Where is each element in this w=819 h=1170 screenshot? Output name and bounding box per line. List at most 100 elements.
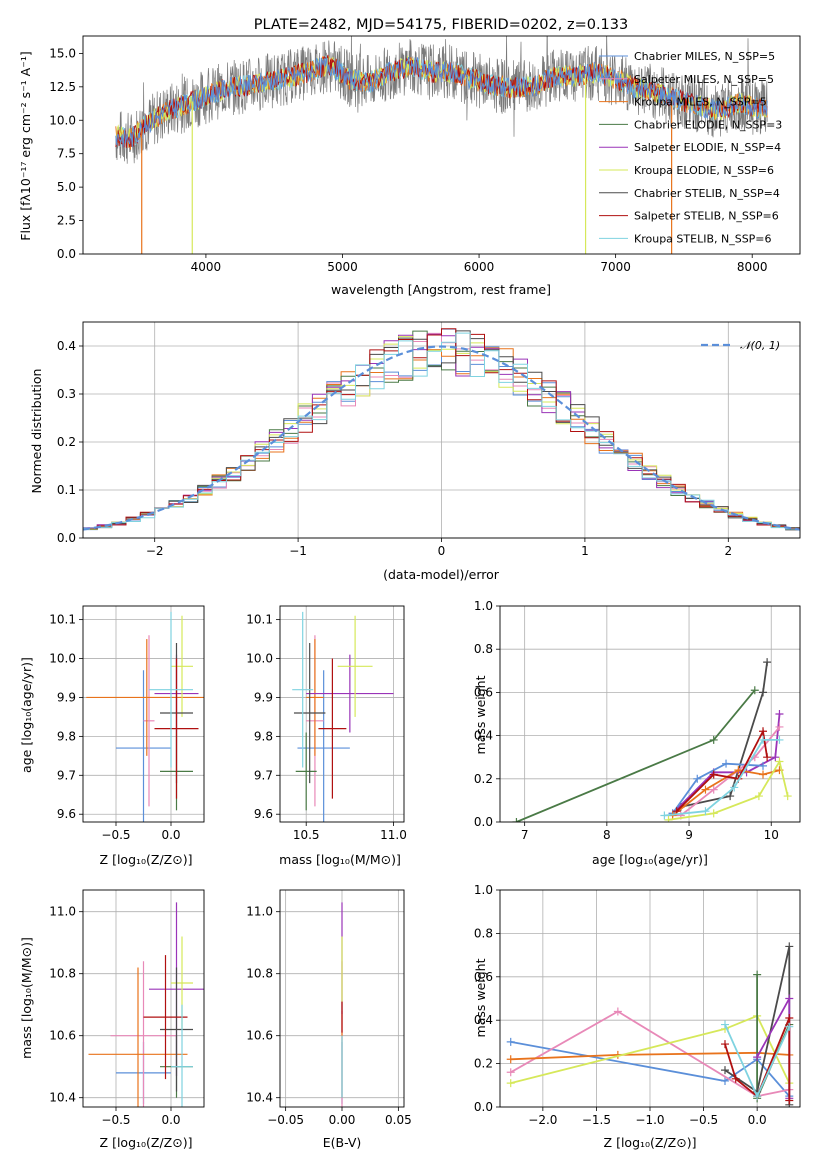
chart_4-ytick-label: 0.4 [474,729,493,743]
weight-age-marker-kroupa_miles [734,766,743,775]
spectrum-title: PLATE=2482, MJD=54175, FIBERID=0202, z=0… [254,17,628,33]
chart_1-xtick-label: 2 [724,544,732,558]
weight-z-marker-chabrier_miles [721,1076,729,1085]
clip4-content [512,658,792,822]
weight-z-plot-area: −2.0 −1.5 −1.0 −0.5 0.0 0.0 0.2 0.4 0.6 0.8 1.0 [474,883,801,1127]
mass-vs-ebv-panel: E(B-V) −0.05 0.00 0.05 10.4 10.6 10.8 11.0 [246,889,412,1150]
weight-z-marker-chabrier_stelib [721,1066,729,1075]
clip2-content [86,611,204,822]
weight-age-line-chabrier_stelib [680,662,768,808]
weight-age-marker-kroupa_elodie [664,815,673,822]
chart_7-xtick-label: −0.5 [689,1113,718,1127]
spectrum-ylabel: Flux [fλ10⁻¹⁷ erg cm⁻² s⁻¹ A⁻¹] [18,51,33,240]
chart_1-ytick-label: 0.4 [57,339,76,353]
spectrum-plot-area: 4000 5000 6000 7000 8000 0.0 2.5 5.0 7.5 10.0 12.5… [49,35,801,274]
weight-age-marker-kroupa_miles [701,785,710,794]
chart_6-xtick-label: −0.05 [267,1113,304,1127]
chart_2-ytick-label: 9.9 [57,690,76,704]
weight-z-marker-kroupa_elodie [506,1079,515,1088]
weight-age-marker-kroupa_miles [759,770,768,779]
chart_7-ytick-label: 0.8 [474,926,493,940]
legend-label-kroupa_miles: Kroupa MILES, N_SSP=5 [634,96,767,109]
weight-age-marker-chabrier_miles [693,774,702,783]
legend-gauss-label: 𝒩(0, 1) [740,339,780,352]
chart_5-xtick-label: −0.5 [101,1113,130,1127]
chart_7-xtick-label: −1.0 [635,1113,664,1127]
residual-plot-area: −2 −1 0 1 2 0.0 0.1 0.2 0.3 0.4 𝒩(0, 1) [57,321,801,558]
chart_3-ytick-label: 9.7 [254,768,273,782]
weight-z-marker-kroupa_stelib [721,1020,729,1029]
weight-z-marker-chabrier_stelib [785,942,794,951]
chart_7-ytick-label: 1.0 [474,883,493,897]
age-mass-frame [279,605,405,823]
clip7-content [506,942,794,1107]
weight-z-line-kroupa_miles [510,1051,790,1061]
residual-ylabel: Normed distribution [29,369,44,494]
weight-z-marker-kroupa_stelib [785,1022,794,1031]
spectrum-xlabel: wavelength [Angstrom, rest frame] [331,282,551,297]
chart_1-xtick-label: 0 [438,544,446,558]
residual-frame [82,321,801,539]
legend-label-salpeter_miles: Salpeter MILES, N_SSP=5 [634,73,774,86]
chart_6-ytick-label: 11.0 [246,905,273,919]
weight-z-marker-salpeter_miles [506,1068,515,1077]
chart_6-ytick-label: 10.4 [246,1091,273,1105]
weight-age-marker-chabrier_elodie [709,735,718,744]
chart_2-xtick-label: 0.0 [161,828,180,842]
mass-ebv-frame [279,889,405,1108]
clip3-content [292,611,394,822]
weight-age-marker-chabrier_elodie [750,686,759,695]
legend-label-kroupa_stelib: Kroupa STELIB, N_SSP=6 [634,232,772,245]
chart_0-ytick-label: 7.5 [57,147,76,161]
chart_4-xtick-label: 9 [685,828,693,842]
weight-vs-z-panel: Z [log₁₀(Z/Z⊙)] mass weight −2.0 −1.5 −1.0… [473,883,801,1150]
weight-age-marker-salpeter_stelib [709,770,718,779]
weight-age-marker-salpeter_miles [709,785,718,794]
weight-z-marker-kroupa_miles [506,1055,515,1064]
age-vs-mass-panel: mass [log₁₀(M/M⊙)] 10.5 11.09.69.79.89.91… [246,605,407,867]
chart_4-ytick-label: 0.2 [474,772,493,786]
chart_6-ytick-label: 10.8 [246,967,273,981]
chart_2-xtick-label: −0.5 [101,828,130,842]
legend-label-chabrier_stelib: Chabrier STELIB, N_SSP=4 [634,187,780,200]
weight-z-marker-salpeter_stelib [721,1040,729,1049]
clip5-content [88,902,204,1107]
weight-age-ylabel: mass weight [473,675,488,754]
chart_3-ytick-label: 10.1 [246,613,273,627]
weight-age-marker-salpeter_stelib [763,753,772,762]
weight-z-marker-salpeter_elodie [753,1053,762,1062]
chart_4-ytick-label: 0.0 [474,815,493,829]
clip1-content [83,328,800,533]
weight-age-marker-kroupa_stelib [730,783,739,792]
weight-age-marker-chabrier_miles [759,761,768,770]
age-mass-plot-area: 10.5 11.0 9.6 9.7 9.8 9.9 10.0 10.1 [246,605,407,842]
mass-z-frame [82,889,205,1108]
chart_2-ytick-label: 9.8 [57,729,76,743]
weight-z-line-chabrier_miles [510,1041,790,1097]
chart_1-ytick-label: 0.2 [57,435,76,449]
mass-ebv-xlabel: E(B-V) [323,1135,362,1150]
weight-age-marker-kroupa_stelib [660,811,669,820]
chart_3-ytick-label: 9.8 [254,729,273,743]
legend-label-chabrier_elodie: Chabrier ELODIE, N_SSP=3 [634,118,782,131]
weight-age-marker-kroupa_elodie [775,757,784,766]
weight-vs-age-panel: age [log₁₀(age/yr)] mass weight 7 8 9 10 0.0… [473,599,801,867]
weight-age-marker-kroupa_elodie [754,792,763,801]
legend-label-salpeter_stelib: Salpeter STELIB, N_SSP=6 [634,210,779,223]
age-z-ylabel: age [log₁₀(age/yr)] [19,657,34,773]
weight-z-ylabel: mass weight [473,958,488,1037]
mass-z-ylabel: mass [log₁₀(M/M⊙)] [19,937,34,1059]
model-spectrum-chabrier_miles [115,56,768,148]
chart_0-ytick-label: 0.0 [57,247,76,261]
weight-age-marker-salpeter_elodie [775,710,784,718]
weight-z-marker-salpeter_stelib [731,1074,740,1083]
weight-age-marker-kroupa_stelib [775,735,784,744]
age-vs-z-panel: Z [log₁₀(Z/Z⊙)] age [log₁₀(age/yr)] −0.5… [19,605,205,867]
chart_6-ytick-label: 10.6 [246,1029,273,1043]
chart_1-ytick-label: 0.3 [57,387,76,401]
weight-z-xlabel: Z [log₁₀(Z/Z⊙)] [604,1135,697,1150]
weight-age-marker-chabrier_stelib [763,658,772,667]
weight-z-marker-salpeter_stelib [785,1096,794,1105]
chart_0-ytick-label: 15.0 [49,46,76,60]
weight-age-line-salpeter_stelib [676,728,768,812]
